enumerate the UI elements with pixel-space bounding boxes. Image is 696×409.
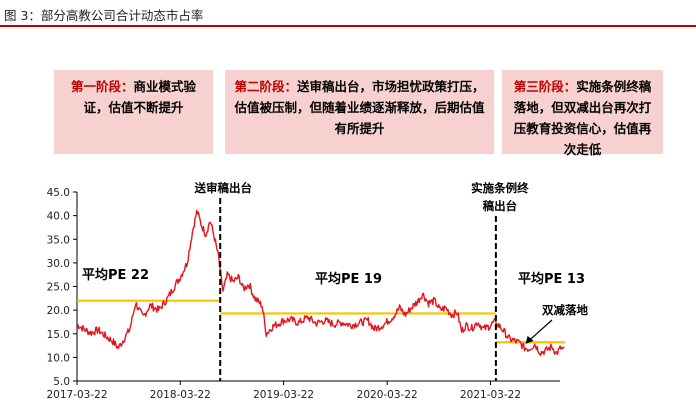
y-tick-30.0: 30.0 [47, 258, 77, 270]
annotation-label-1: 双减落地 [541, 303, 588, 317]
y-tick-40.0: 40.0 [47, 211, 77, 223]
series-line-1 [77, 209, 565, 357]
y-tick-5.0: 5.0 [53, 376, 77, 388]
y-tick-label: 25.0 [47, 282, 70, 294]
y-tick-label: 5.0 [53, 376, 70, 388]
x-tick-label: 2019-03-22 [253, 389, 314, 401]
phase-2-label: 第二阶段： [234, 79, 297, 94]
y-tick-25.0: 25.0 [47, 282, 77, 294]
x-tick-label: 2020-03-22 [357, 389, 418, 401]
title-rule [0, 25, 696, 27]
y-tick-label: 10.0 [47, 352, 70, 364]
phase-1-text: 商业模式验证，估值不断提升 [83, 79, 197, 115]
event-lines: 送审稿出台 实施条例终稿出台 [193, 181, 529, 381]
x-tick-2021-03-22: 2021-03-22 [460, 381, 521, 401]
x-tick-label: 2021-03-22 [460, 389, 521, 401]
y-tick-label: 40.0 [47, 211, 70, 223]
y-tick-label: 35.0 [47, 234, 70, 246]
x-tick-2018-03-22: 2018-03-22 [150, 381, 211, 401]
phase-3-text: 实施条例终稿落地，但双减出台再次打压教育投资信心，估值再次走低 [513, 79, 652, 157]
event-label-line-1: 实施条例终 [471, 181, 529, 195]
event-label-line-2: 稿出台 [483, 199, 518, 213]
chart-axes: 5.0 10.0 15.0 20.0 25.0 30.0 35.0 40.0 45.0 2017-… [46, 187, 560, 401]
x-tick-2019-03-22: 2019-03-22 [253, 381, 314, 401]
y-tick-15.0: 15.0 [47, 329, 77, 341]
y-tick-label: 15.0 [47, 329, 70, 341]
phase-3-label: 第三阶段： [513, 79, 577, 94]
y-tick-35.0: 35.0 [47, 234, 77, 246]
y-tick-10.0: 10.0 [47, 352, 77, 364]
y-tick-label: 20.0 [47, 305, 70, 317]
x-tick-2020-03-22: 2020-03-22 [357, 381, 418, 401]
phase-box-3: 第三阶段：实施条例终稿落地，但双减出台再次打压教育投资信心，估值再次走低 [502, 70, 663, 157]
figure-title: 图 3：部分高教公司合计动态市占率 [4, 8, 204, 23]
series-layer [77, 209, 565, 357]
phase-box-2: 第二阶段：送审稿出台，市场担忧政策打压，估值被压制，但随着业绩逐渐释放，后期估值… [225, 70, 494, 154]
average-label-3: 平均PE 13 [518, 271, 585, 287]
y-tick-label: 45.0 [47, 187, 70, 199]
x-tick-2017-03-22: 2017-03-22 [46, 381, 108, 401]
x-tick-label: 2018-03-22 [150, 389, 211, 401]
annotation-arrow-line [528, 319, 553, 342]
phase-2-text: 送审稿出台，市场担忧政策打压，估值被压制，但随着业绩逐渐释放，后期估值有所提升 [234, 79, 485, 136]
annotation-layer: 双减落地 [525, 303, 588, 344]
average-label-2: 平均PE 19 [315, 271, 382, 287]
event-label-2: 实施条例终稿出台 [471, 181, 529, 213]
average-label-1: 平均PE 22 [82, 267, 149, 283]
phase-box-1: 第一阶段：商业模式验证，估值不断提升 [54, 70, 213, 154]
y-tick-45.0: 45.0 [47, 187, 77, 199]
y-tick-20.0: 20.0 [47, 305, 77, 317]
event-label-1: 送审稿出台 [193, 181, 252, 195]
y-tick-label: 30.0 [47, 258, 70, 270]
annotation-arrow-head [525, 335, 534, 344]
phase-1-label: 第一阶段： [70, 79, 134, 94]
x-tick-label: 2017-03-22 [46, 389, 107, 401]
